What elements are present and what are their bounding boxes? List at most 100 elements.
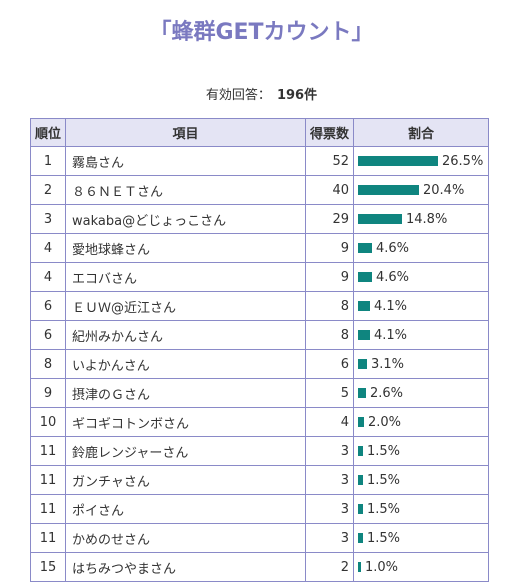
- row-rank: 11: [30, 494, 66, 524]
- row-rank: 1: [30, 146, 66, 176]
- row-votes: 8: [305, 320, 354, 350]
- row-ratio: 1.0%: [353, 552, 489, 582]
- row-ratio: 4.6%: [353, 262, 489, 292]
- ratio-percent: 4.6%: [376, 240, 410, 256]
- row-rank: 10: [30, 407, 66, 437]
- row-ratio: 14.8%: [353, 204, 489, 234]
- row-rank: 4: [30, 262, 66, 292]
- ratio-percent: 1.5%: [367, 530, 401, 546]
- table-row: 4 愛地球蜂さん 9 4.6%: [30, 233, 489, 263]
- table-row: 3 wakaba@どじょっこさん 29 14.8%: [30, 204, 489, 234]
- table-row: 11 かめのせさん 3 1.5%: [30, 523, 489, 553]
- ratio-bar: [358, 388, 366, 398]
- row-item: いよかんさん: [65, 349, 306, 379]
- row-rank: 4: [30, 233, 66, 263]
- row-votes: 4: [305, 407, 354, 437]
- row-votes: 3: [305, 465, 354, 495]
- row-ratio: 20.4%: [353, 175, 489, 205]
- table-row: 2 ８６ＮＥＴさん 40 20.4%: [30, 175, 489, 205]
- row-ratio: 1.5%: [353, 494, 489, 524]
- ratio-percent: 2.6%: [370, 385, 404, 401]
- table-row: 11 ガンチャさん 3 1.5%: [30, 465, 489, 495]
- total-responses: 有効回答： 196件: [0, 84, 523, 103]
- ratio-bar: [358, 185, 419, 195]
- ratio-percent: 26.5%: [442, 153, 484, 169]
- row-rank: 11: [30, 523, 66, 553]
- header-votes: 得票数: [305, 118, 354, 147]
- row-item: 霧島さん: [65, 146, 306, 176]
- row-item: 摂津のＧさん: [65, 378, 306, 408]
- row-item: かめのせさん: [65, 523, 306, 553]
- row-ratio: 2.0%: [353, 407, 489, 437]
- ratio-percent: 20.4%: [423, 182, 465, 198]
- ratio-bar: [358, 417, 364, 427]
- ratio-bar: [358, 272, 372, 282]
- row-votes: 3: [305, 436, 354, 466]
- ratio-percent: 14.8%: [406, 211, 448, 227]
- row-ratio: 1.5%: [353, 523, 489, 553]
- row-votes: 3: [305, 523, 354, 553]
- row-rank: 11: [30, 465, 66, 495]
- row-rank: 11: [30, 436, 66, 466]
- row-votes: 2: [305, 552, 354, 582]
- row-item: 紀州みかんさん: [65, 320, 306, 350]
- row-ratio: 4.6%: [353, 233, 489, 263]
- table-row: 6 紀州みかんさん 8 4.1%: [30, 320, 489, 350]
- ratio-percent: 4.1%: [374, 298, 408, 314]
- ratio-bar: [358, 214, 402, 224]
- row-ratio: 1.5%: [353, 465, 489, 495]
- results-body: 1 霧島さん 52 26.5% 2 ８６ＮＥＴさん 40 20.4% 3 wakaba@どじょっこ…: [30, 146, 489, 582]
- table-row: 11 ポイさん 3 1.5%: [30, 494, 489, 524]
- ratio-percent: 4.1%: [374, 327, 408, 343]
- ratio-percent: 1.5%: [367, 472, 401, 488]
- ratio-percent: 1.0%: [365, 559, 399, 575]
- row-votes: 3: [305, 494, 354, 524]
- row-votes: 29: [305, 204, 354, 234]
- ratio-bar: [358, 475, 363, 485]
- results-table: 順位 項目 得票数 割合 1 霧島さん 52 26.5% 2 ８６ＮＥＴさん 40 20.4%…: [30, 118, 489, 582]
- ratio-percent: 4.6%: [376, 269, 410, 285]
- total-label: 有効回答：: [205, 88, 271, 103]
- row-rank: 6: [30, 291, 66, 321]
- ratio-bar: [358, 156, 438, 166]
- row-item: ギコギコトンボさん: [65, 407, 306, 437]
- ratio-bar: [358, 301, 370, 311]
- table-row: 4 エコバさん 9 4.6%: [30, 262, 489, 292]
- row-rank: 15: [30, 552, 66, 582]
- row-ratio: 26.5%: [353, 146, 489, 176]
- table-row: 9 摂津のＧさん 5 2.6%: [30, 378, 489, 408]
- table-header-row: 順位 項目 得票数 割合: [30, 118, 489, 147]
- row-item: ポイさん: [65, 494, 306, 524]
- row-ratio: 2.6%: [353, 378, 489, 408]
- row-item: 鈴鹿レンジャーさん: [65, 436, 306, 466]
- row-ratio: 1.5%: [353, 436, 489, 466]
- row-item: エコバさん: [65, 262, 306, 292]
- page-title: 「蜂群GETカウント」: [149, 20, 374, 45]
- row-rank: 2: [30, 175, 66, 205]
- ratio-bar: [358, 446, 363, 456]
- ratio-percent: 2.0%: [368, 414, 402, 430]
- table-row: 1 霧島さん 52 26.5%: [30, 146, 489, 176]
- header-item: 項目: [65, 118, 306, 147]
- row-votes: 9: [305, 262, 354, 292]
- table-row: 10 ギコギコトンボさん 4 2.0%: [30, 407, 489, 437]
- row-item: はちみつやまさん: [65, 552, 306, 582]
- ratio-percent: 1.5%: [367, 501, 401, 517]
- ratio-bar: [358, 243, 372, 253]
- row-item: ガンチャさん: [65, 465, 306, 495]
- table-row: 6 ＥＵＷ@近江さん 8 4.1%: [30, 291, 489, 321]
- row-votes: 40: [305, 175, 354, 205]
- header-ratio: 割合: [353, 118, 489, 147]
- row-item: ８６ＮＥＴさん: [65, 175, 306, 205]
- table-row: 15 はちみつやまさん 2 1.0%: [30, 552, 489, 582]
- row-votes: 52: [305, 146, 354, 176]
- ratio-bar: [358, 533, 363, 543]
- table-row: 11 鈴鹿レンジャーさん 3 1.5%: [30, 436, 489, 466]
- ratio-bar: [358, 504, 363, 514]
- row-ratio: 4.1%: [353, 291, 489, 321]
- row-ratio: 3.1%: [353, 349, 489, 379]
- row-votes: 5: [305, 378, 354, 408]
- row-rank: 8: [30, 349, 66, 379]
- row-item: ＥＵＷ@近江さん: [65, 291, 306, 321]
- row-votes: 6: [305, 349, 354, 379]
